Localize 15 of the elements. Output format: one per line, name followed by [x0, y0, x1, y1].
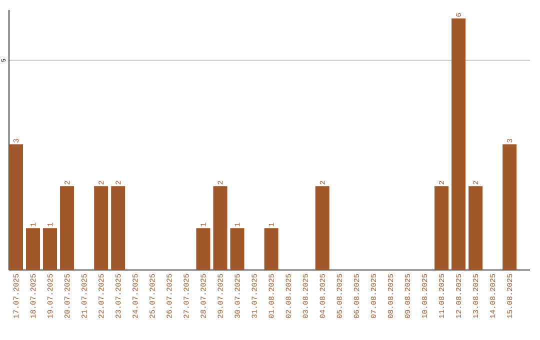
bar [434, 186, 448, 270]
bar [60, 186, 74, 270]
bar [196, 228, 210, 270]
bar [43, 228, 58, 270]
bar [452, 18, 466, 270]
bar [264, 228, 278, 270]
bar [213, 186, 228, 270]
bar [94, 186, 108, 270]
bar [468, 186, 483, 270]
bar [111, 186, 126, 270]
bar [9, 144, 23, 270]
bar [230, 228, 244, 270]
bar [26, 228, 40, 270]
bar [315, 186, 330, 270]
bar [502, 144, 517, 270]
